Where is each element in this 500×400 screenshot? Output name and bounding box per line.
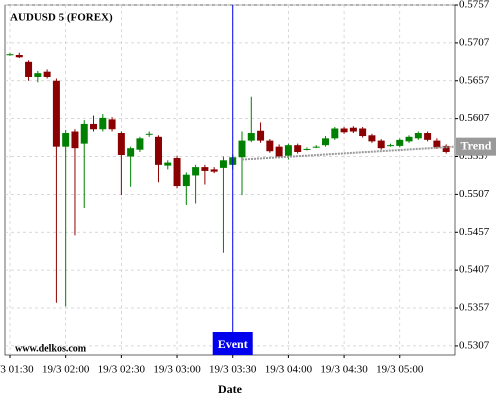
event-label-box [212,332,253,355]
candle-body [127,148,135,157]
candle-body [359,128,367,137]
candle-body [62,133,70,147]
candle-body [331,128,339,139]
candle-body [238,140,246,158]
x-tick-label: 19/3 04:00 [265,364,313,376]
y-tick-label: 0.5357 [459,302,490,314]
chart-title: AUDUSD 5 (FOREX) [10,12,113,24]
candle-body [108,119,116,130]
candle-body [322,138,330,146]
candle-body [164,162,172,166]
candle-body [377,140,385,149]
x-tick-label: 19/3 05:00 [376,364,424,376]
x-tick-label: 19/3 03:00 [153,364,201,376]
candle-body [257,130,265,141]
candle-body [192,167,200,176]
candle-body [266,140,274,152]
candle-body [71,131,79,149]
candle-body [275,146,283,157]
x-tick-label: 19/3 02:30 [98,364,146,376]
candle-body [349,127,357,132]
candle-body [52,80,60,147]
candle-body [294,145,302,152]
watermark: www.delkos.com [15,343,87,354]
event-label: Event [218,337,248,351]
candle-body [90,123,98,130]
candle-body [117,133,125,155]
candle-body [34,73,42,77]
x-axis-title: Date [218,382,243,396]
trend-label: Trend [461,138,492,152]
candle-body [424,133,432,140]
y-tick-label: 0.5457 [459,226,490,238]
plot-area [4,4,456,356]
candle-body [145,133,153,135]
candle-body [284,145,292,156]
candle-body [25,61,33,77]
candle-body [219,160,227,168]
candle-body [414,133,422,139]
x-tick-label: 19/3 03:30 [209,364,257,376]
y-tick-label: 0.5407 [459,264,490,276]
y-tick-label: 0.5307 [459,339,490,351]
candle-body [396,139,404,146]
trend-line [241,145,456,161]
candle-body [6,54,14,56]
candle-body [340,128,348,133]
y-tick-label: 0.5607 [459,112,490,124]
y-tick-label: 0.5507 [459,188,490,200]
candle-body [99,117,107,130]
candle-body [433,140,441,148]
candle-body [15,55,23,58]
candle-body [154,136,162,165]
trend-label-box [456,137,496,156]
candle-body [405,136,413,142]
candle-body [312,146,320,148]
x-tick-label: 19/3 04:30 [320,364,368,376]
candle-body [80,123,88,144]
candle-body [386,145,394,147]
candle-body [210,169,218,172]
candle-body [201,167,209,171]
candle-body [136,138,144,150]
candle-body [247,133,255,141]
y-tick-label: 0.5707 [459,36,490,48]
candle-body [182,174,190,187]
candles [6,52,450,307]
y-tick-label: 0.5657 [459,74,490,86]
candle-body [43,71,51,77]
candle-body [368,135,376,142]
x-tick-label: 19/3 02:00 [42,364,90,376]
y-tick-label: 0.5757 [459,0,490,11]
x-tick-label: 19/3 01:30 [0,364,34,376]
candle-body [442,145,450,152]
candle-body [303,148,311,150]
candle-body [173,158,181,187]
